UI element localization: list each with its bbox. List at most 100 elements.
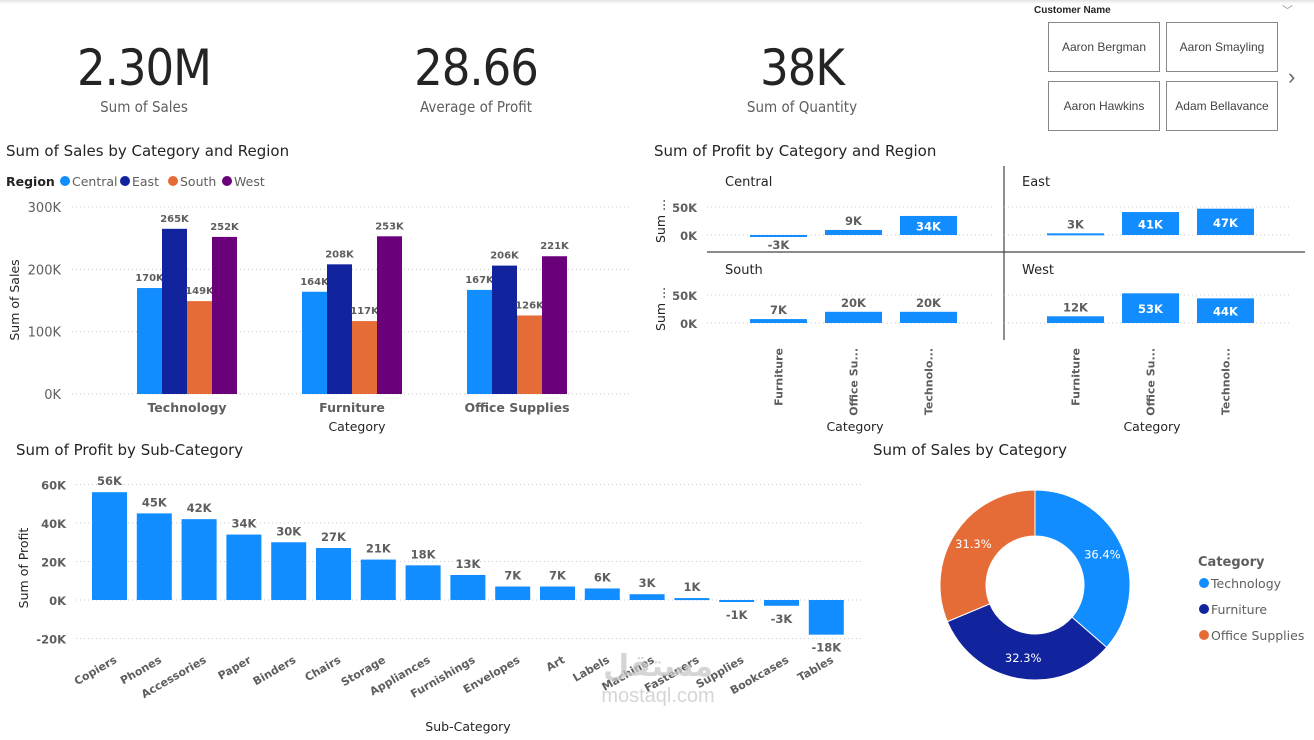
chart-title-sales-by-category: Sum of Sales by Category xyxy=(873,441,1068,459)
bar-south xyxy=(900,311,957,323)
bar-central xyxy=(137,288,162,394)
bar-subcategory xyxy=(92,492,127,600)
data-label: 7K xyxy=(549,569,567,583)
y-tick-label: 50K xyxy=(672,289,698,303)
legend-label-south: South xyxy=(180,174,216,189)
data-label: 3K xyxy=(1067,217,1085,231)
donut-slice-furniture xyxy=(946,603,1108,681)
y-tick-label: 0K xyxy=(49,594,67,608)
bar-east xyxy=(327,264,352,394)
kpi-value: 28.66 xyxy=(414,39,539,97)
legend-title: Region xyxy=(6,174,55,189)
data-label: 45K xyxy=(142,495,168,509)
slicer-tile[interactable]: Aaron Bergman xyxy=(1048,22,1160,72)
bar-east xyxy=(1122,212,1179,235)
bar-subcategory xyxy=(584,588,620,600)
kpi-card-sales: 2.30M Sum of Sales xyxy=(44,40,244,116)
x-tick-label: Binders xyxy=(251,653,299,688)
bar-subcategory xyxy=(540,586,575,600)
bar-central xyxy=(467,289,492,394)
slicer-tile[interactable]: Adam Bellavance xyxy=(1166,81,1278,131)
bar-west xyxy=(542,256,567,394)
data-label: 20K xyxy=(841,296,867,310)
chevron-right-icon[interactable]: › xyxy=(1288,64,1296,89)
chevron-down-icon[interactable]: ﹀ xyxy=(1282,4,1293,17)
x-tick-label: Technolo... xyxy=(1220,348,1233,415)
data-label: 21K xyxy=(366,542,392,556)
bar-subcategory xyxy=(360,559,396,600)
data-label: 41K xyxy=(1138,218,1164,232)
bar-subcategory xyxy=(450,574,486,600)
chart-title-profit-by-category-region: Sum of Profit by Category and Region xyxy=(654,142,937,160)
chart-sales-by-category: 36.4% 32.3% 31.3% Category Technology Furnitu… xyxy=(939,489,1304,681)
bar-west xyxy=(1047,316,1104,323)
data-label: -3K xyxy=(771,612,794,626)
bar-south xyxy=(352,321,377,394)
legend-marker-west xyxy=(222,176,232,186)
data-label: 167K xyxy=(465,275,495,286)
data-label: 208K xyxy=(325,249,355,260)
legend-marker-technology xyxy=(1199,578,1209,588)
x-tick-label: Chairs xyxy=(303,653,344,684)
x-tick-label: Office Su... xyxy=(848,348,861,416)
bar-south xyxy=(187,301,212,394)
chart-sales-by-category-region: Region Central East South West 0K 100K 200K 300K… xyxy=(6,174,630,434)
x-axis-title: Category xyxy=(328,419,386,434)
y-tick-label: 300K xyxy=(28,201,62,216)
data-label: 27K xyxy=(321,530,347,544)
customer-name-slicer: Customer Name ﹀ Aaron Bergman Aaron Smay… xyxy=(1030,0,1314,140)
bar-subcategory xyxy=(808,600,844,635)
data-label: 42K xyxy=(187,501,213,515)
x-axis-title: Category xyxy=(826,419,884,434)
data-label: 252K xyxy=(210,222,240,233)
slicer-tile[interactable]: Aaron Smayling xyxy=(1166,22,1278,72)
chart-title-sales-by-category-region: Sum of Sales by Category and Region xyxy=(6,142,290,160)
x-axis-title: Category xyxy=(1123,419,1181,434)
chart-title-profit-by-subcategory: Sum of Profit by Sub-Category xyxy=(16,441,244,459)
bar-subcategory xyxy=(405,565,441,600)
x-tick-label: Furniture xyxy=(773,348,786,406)
bar-subcategory xyxy=(719,600,755,602)
data-label: 44K xyxy=(1213,305,1239,319)
bar-subcategory xyxy=(136,513,172,600)
x-tick-label: Technology xyxy=(147,400,226,415)
kpi-value: 38K xyxy=(760,39,845,97)
slice-label: 32.3% xyxy=(1005,651,1042,665)
legend-label-east: East xyxy=(132,174,159,189)
bar-subcategory xyxy=(674,598,710,601)
kpi-label: Sum of Quantity xyxy=(746,98,858,116)
x-tick-label: Copiers xyxy=(72,653,119,688)
bar-subcategory xyxy=(764,600,799,606)
bar-subcategory xyxy=(181,519,217,600)
data-label: 13K xyxy=(455,557,481,571)
bar-east xyxy=(492,265,517,394)
panel-title-central: Central xyxy=(725,175,772,190)
bar-central xyxy=(825,229,882,235)
bar-subcategory xyxy=(316,548,351,600)
data-label: 126K xyxy=(515,300,545,311)
data-label: 56K xyxy=(97,474,123,488)
bar-east xyxy=(1197,208,1254,235)
y-tick-label: 20K xyxy=(41,556,67,570)
slicer-tile[interactable]: Aaron Hawkins xyxy=(1048,81,1160,131)
bar-central xyxy=(750,235,807,237)
y-tick-label: 100K xyxy=(28,326,62,341)
bar-east xyxy=(1047,233,1104,236)
chart-profit-by-category-region: Central 50K 0K Sum ... -3K 9K 34K East 3K 41K 47K S… xyxy=(653,166,1305,434)
kpi-value: 2.30M xyxy=(77,39,212,97)
data-label: 18K xyxy=(411,547,437,561)
bar-subcategory xyxy=(226,534,262,600)
y-axis-title: Sum ... xyxy=(653,199,668,243)
x-tick-label: Art xyxy=(544,653,567,674)
y-axis-title: Sum of Sales xyxy=(7,259,22,340)
bar-subcategory xyxy=(495,586,531,600)
x-tick-label: Office Supplies xyxy=(464,400,569,415)
chart-profit-by-subcategory: -20K 0K 20K 40K 60K Sum of Profit 56K Copiers 45… xyxy=(16,474,862,734)
y-tick-label: 200K xyxy=(28,263,62,278)
panel-title-east: East xyxy=(1022,175,1050,190)
data-label: 1K xyxy=(683,580,701,594)
data-label: 3K xyxy=(639,576,657,590)
bar-west xyxy=(212,236,237,394)
y-tick-label: 0K xyxy=(680,317,698,331)
data-label: 117K xyxy=(350,306,380,317)
